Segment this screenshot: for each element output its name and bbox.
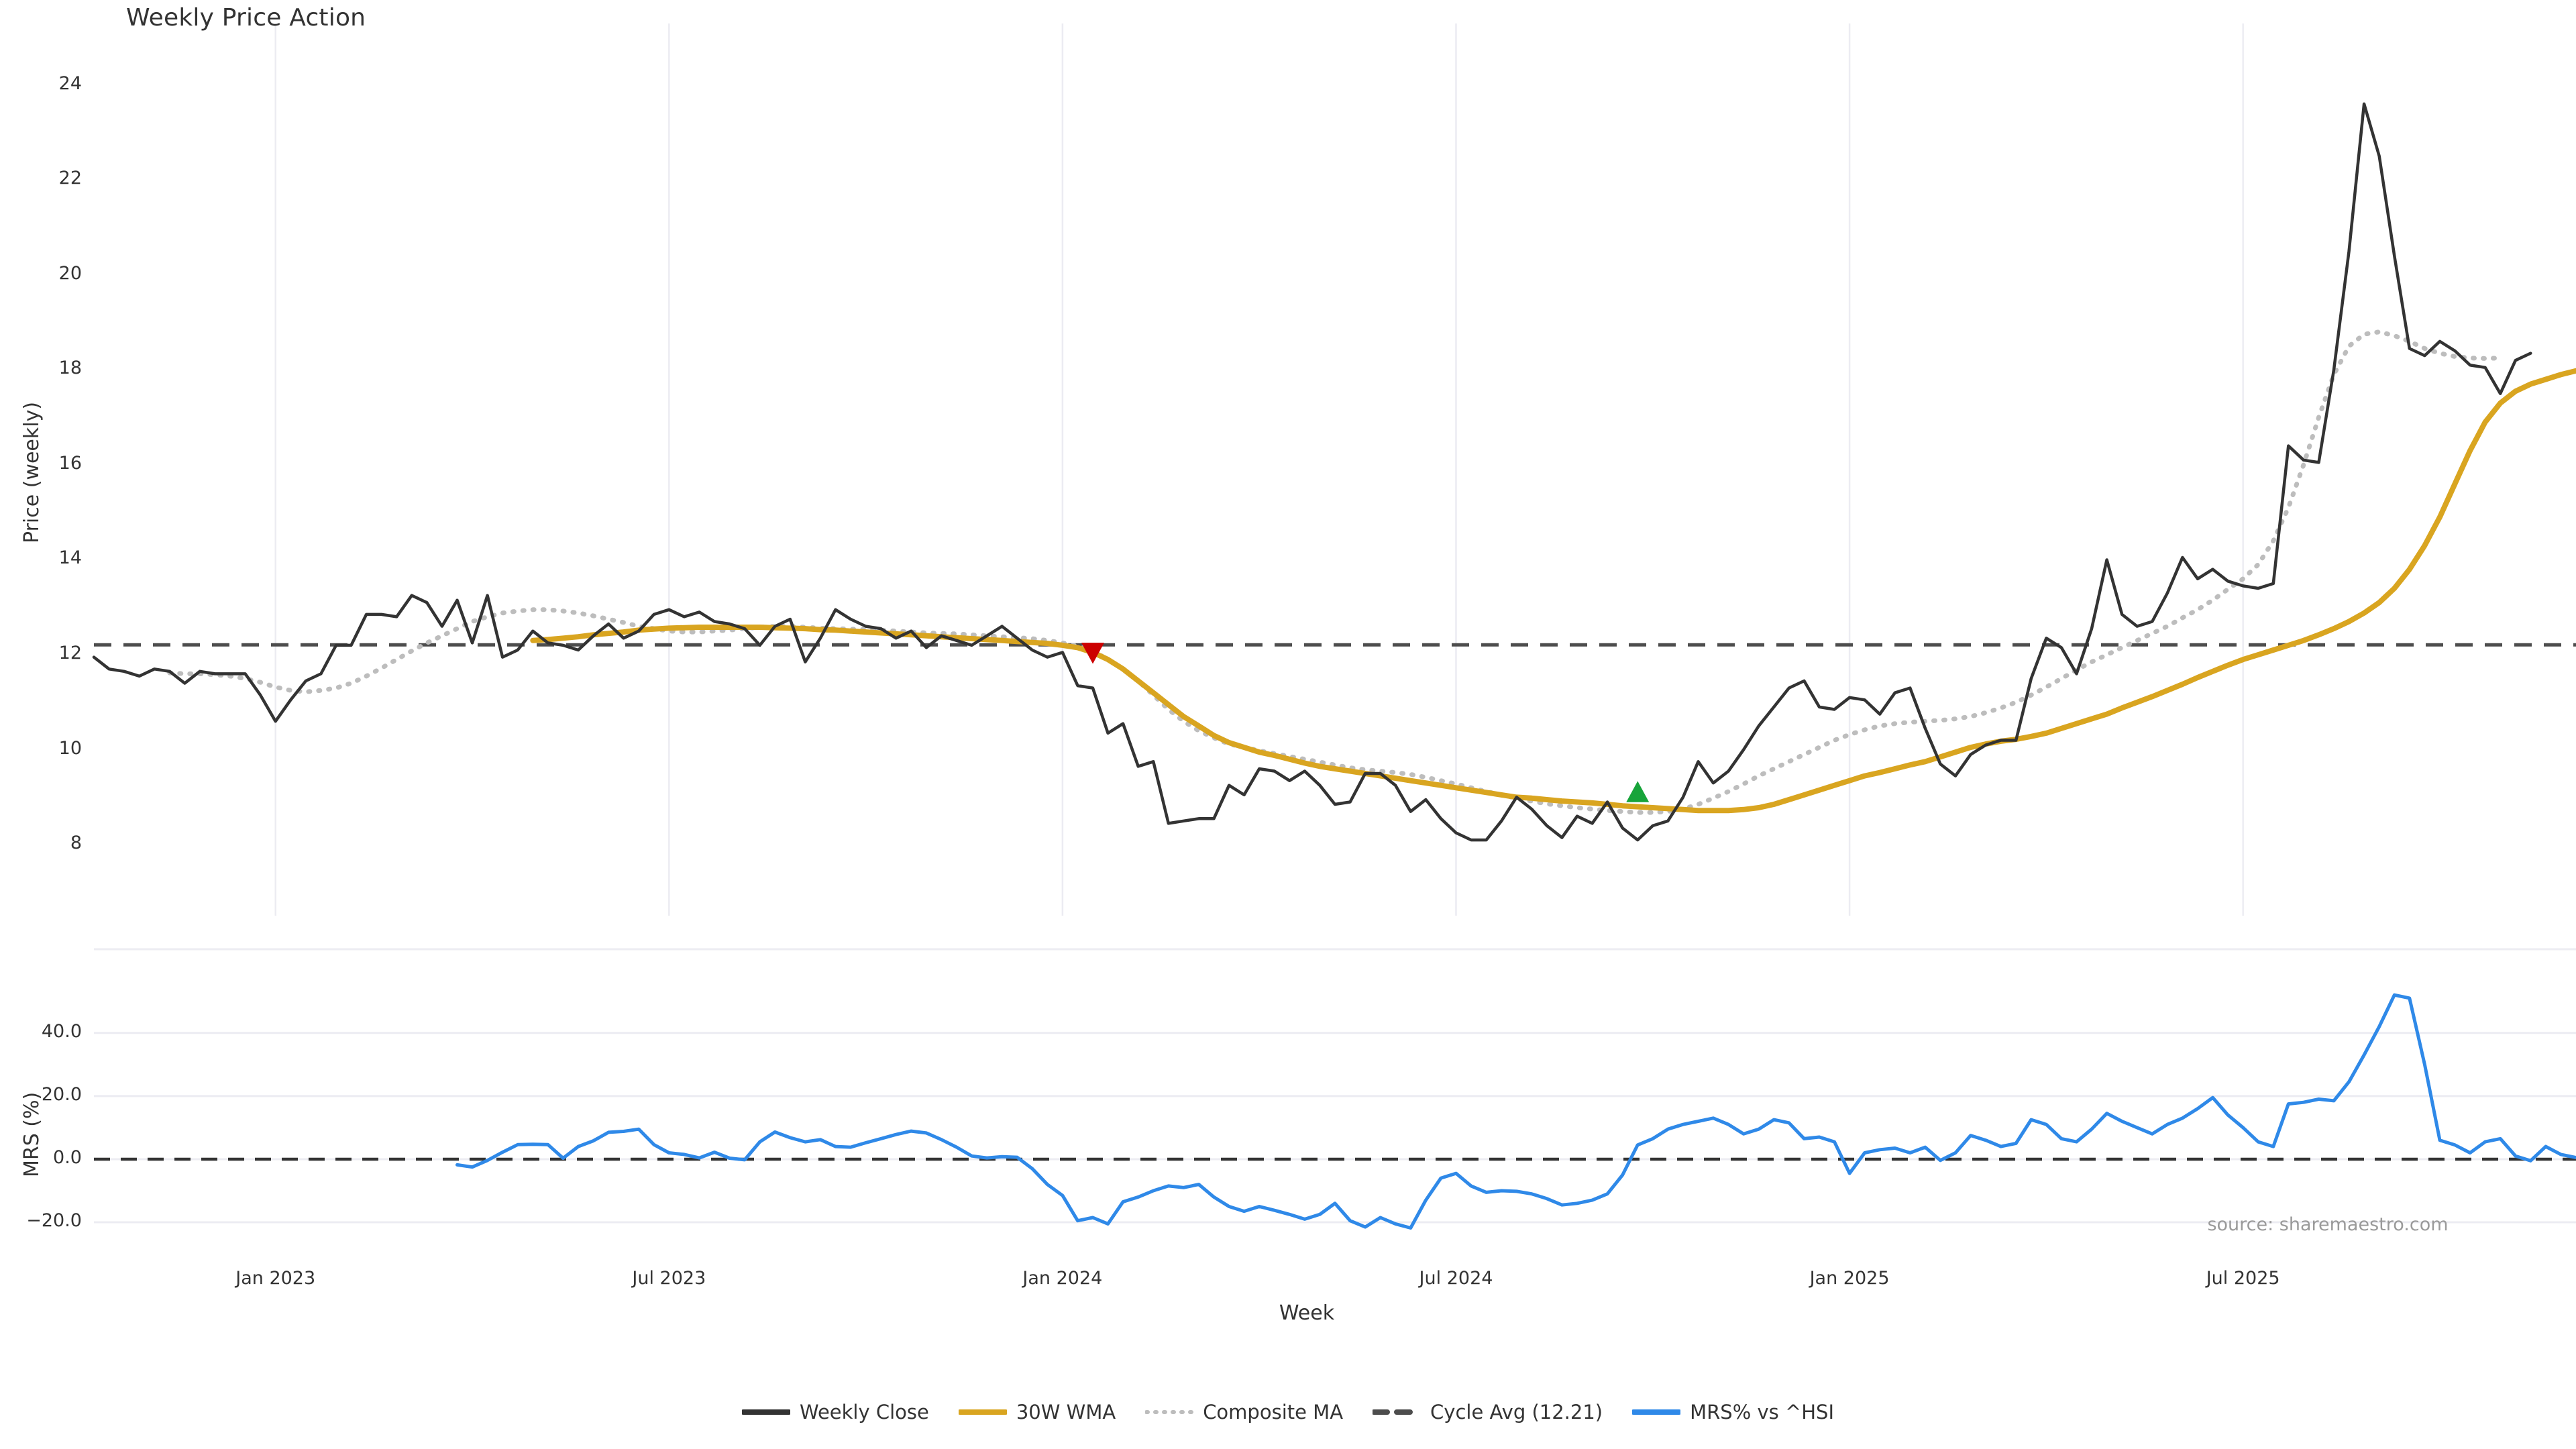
legend-swatch-wma <box>958 1405 1007 1419</box>
chart-title: Weekly Price Action <box>126 4 366 32</box>
price-ytick-12: 12 <box>58 643 82 664</box>
chart-legend: Weekly Close 30W WMA Composite MA Cycle Avg… <box>0 1401 2576 1424</box>
mrs-ytick-0: −20.0 <box>26 1210 82 1232</box>
legend-item-cycle_avg[interactable]: Cycle Avg (12.21) <box>1373 1401 1603 1424</box>
legend-item-weekly_close[interactable]: Weekly Close <box>741 1401 929 1424</box>
series-mrs <box>455 993 2576 1230</box>
legend-item-mrs[interactable]: MRS% vs ^HSI <box>1632 1401 1834 1424</box>
price-ytick-16: 16 <box>58 452 82 474</box>
x-axis-label: Week <box>1279 1301 1335 1325</box>
mrs-ytick-1: 0.0 <box>53 1146 82 1168</box>
mrs-ytick-3: 40.0 <box>41 1020 82 1042</box>
x-tick-4: Jan 2025 <box>1809 1268 1890 1289</box>
x-tick-3: Jul 2024 <box>1419 1268 1493 1289</box>
price-ytick-24: 24 <box>58 72 82 94</box>
source-attribution: source: sharemaestro.com <box>2207 1214 2449 1235</box>
x-tick-2: Jan 2024 <box>1022 1268 1103 1289</box>
legend-label-wma: 30W WMA <box>1016 1401 1116 1424</box>
legend-swatch-composite_ma <box>1145 1405 1194 1419</box>
legend-swatch-cycle_avg <box>1373 1405 1421 1419</box>
legend-label-composite_ma: Composite MA <box>1203 1401 1344 1424</box>
price-ytick-14: 14 <box>58 547 82 569</box>
buy-signal-marker <box>1626 781 1650 802</box>
price-ytick-18: 18 <box>58 358 82 379</box>
price-ytick-22: 22 <box>58 168 82 189</box>
series-wma <box>530 368 2576 814</box>
x-tick-5: Jul 2025 <box>2206 1268 2280 1289</box>
series-composite_ma <box>167 329 2503 815</box>
x-tick-0: Jan 2023 <box>235 1268 316 1289</box>
legend-swatch-mrs <box>1632 1405 1681 1419</box>
series-weekly_close <box>92 102 2532 842</box>
legend-swatch-weekly_close <box>741 1405 790 1419</box>
price-ytick-20: 20 <box>58 262 82 284</box>
legend-label-weekly_close: Weekly Close <box>799 1401 929 1424</box>
mrs-ytick-2: 20.0 <box>41 1083 82 1105</box>
legend-label-cycle_avg: Cycle Avg (12.21) <box>1430 1401 1603 1424</box>
sell-signal-marker <box>1081 643 1105 664</box>
price-ytick-10: 10 <box>58 737 82 759</box>
x-tick-1: Jul 2023 <box>632 1268 706 1289</box>
price-ytick-8: 8 <box>70 833 82 854</box>
legend-item-composite_ma[interactable]: Composite MA <box>1145 1401 1343 1424</box>
legend-item-wma[interactable]: 30W WMA <box>958 1401 1116 1424</box>
legend-label-mrs: MRS% vs ^HSI <box>1690 1401 1835 1424</box>
